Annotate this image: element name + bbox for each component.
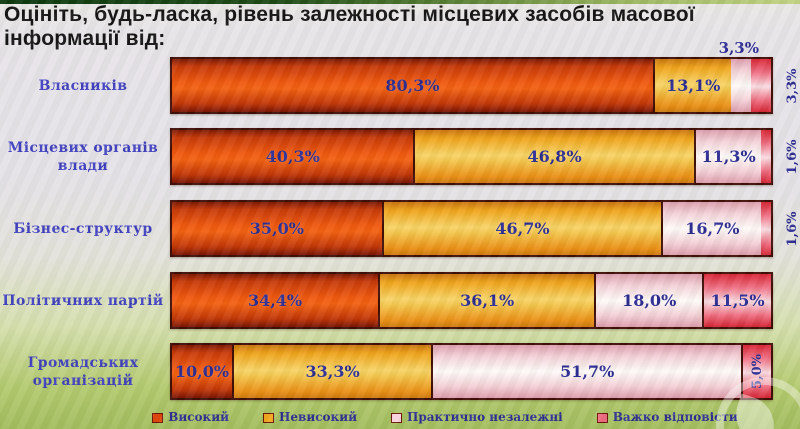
chart-row: Власників 80,3% 13,1% 3,3% 3,3% [0,39,800,114]
bar-segment-2: 36,1% [378,274,595,327]
category-label: Бізнес-структур [13,220,153,237]
bar-segment-3: 16,7% [661,202,762,255]
chart-row: Політичних партій 34,4% 36,1% 18,0% 11,5% [0,272,800,329]
value-label: 33,3% [305,362,360,381]
value-label: 11,5% [710,291,765,310]
legend-label: Невисокий [279,410,358,424]
value-label: 10,0% [174,362,230,381]
bar-segment-3: 51,7% [431,345,742,398]
legend-swatch [391,413,403,423]
legend-swatch [596,413,608,423]
category-label: Власників [38,77,128,94]
stacked-bar: 80,3% 13,1% 3,3% 3,3% [170,39,800,114]
chart-row: Громадських організацій 10,0% 33,3% 51,7% 5,… [0,343,800,400]
legend-item: Важко відповісти [596,410,738,424]
value-label: 5,0% [749,354,765,389]
legend-item: Невисокий [263,410,357,424]
value-label: 1,6% [784,139,800,174]
bar-segment-1: 40,3% [172,130,414,183]
bar-segment-4 [751,59,771,112]
value-label: 46,8% [527,147,582,166]
category-label: Громадських організацій [27,354,139,389]
bar-segment-1: 80,3% [172,59,653,112]
category-label: Політичних партій [2,292,164,309]
bar-segment-3: 18,0% [594,274,703,327]
chart-row: Бізнес-структур 35,0% 46,7% 16,7% 1,6% [0,200,800,257]
value-label: 11,3% [701,147,756,166]
bar-segment-2: 33,3% [231,345,432,398]
bar-segment-4: 11,5% [702,274,771,327]
value-label: 46,7% [495,219,550,238]
bar-segment-1: 10,0% [172,345,232,398]
legend: Високий Невисокий Практично незалежні Важко… [0,410,800,429]
value-label: 36,1% [460,291,515,310]
bar-segment-3 [731,59,752,112]
legend-label: Важко відповісти [612,410,738,424]
legend-label: Практично незалежні [407,410,563,424]
value-label: 35,0% [249,219,304,238]
value-label: 1,6% [784,211,800,246]
bar-segment-4 [761,202,771,255]
value-label: 34,4% [247,291,303,310]
legend-item: Високий [152,410,229,424]
stacked-bar: 40,3% 46,8% 11,3% 1,6% [170,128,800,185]
bar-segment-1: 35,0% [172,202,382,255]
legend-swatch [263,413,275,423]
bar-segment-2: 46,7% [381,202,662,255]
bar-segment-2: 13,1% [652,59,732,112]
value-label: 51,7% [560,362,615,381]
bar-segment-1: 34,4% [172,274,379,327]
category-label: Місцевих органів влади [7,139,159,174]
legend-item: Практично незалежні [391,410,563,424]
bar-segment-4 [761,130,771,183]
bar-segment-2: 46,8% [413,130,694,183]
stacked-bar: 34,4% 36,1% 18,0% 11,5% [170,272,773,329]
value-label: 80,3% [385,76,440,95]
bar-segment-3: 11,3% [693,130,762,183]
value-label: 18,0% [622,291,677,310]
screen-top-edge [0,0,800,4]
value-label: 13,1% [666,76,721,95]
value-label: 3,3% [784,68,800,103]
value-label: 3,3% [718,39,759,57]
value-label: 40,3% [265,147,320,166]
legend-label: Високий [168,410,230,424]
legend-swatch [152,413,164,423]
stacked-bar: 10,0% 33,3% 51,7% 5,0% [170,343,773,400]
chart-row: Місцевих органів влади 40,3% 46,8% 11,3% 1,6… [0,128,800,185]
bar-segment-4: 5,0% [741,345,771,398]
chart-title: Оцініть, будь-ласка, рівень залежності м… [4,3,695,51]
value-label: 16,7% [685,219,740,238]
stacked-bar: 35,0% 46,7% 16,7% 1,6% [170,200,800,257]
